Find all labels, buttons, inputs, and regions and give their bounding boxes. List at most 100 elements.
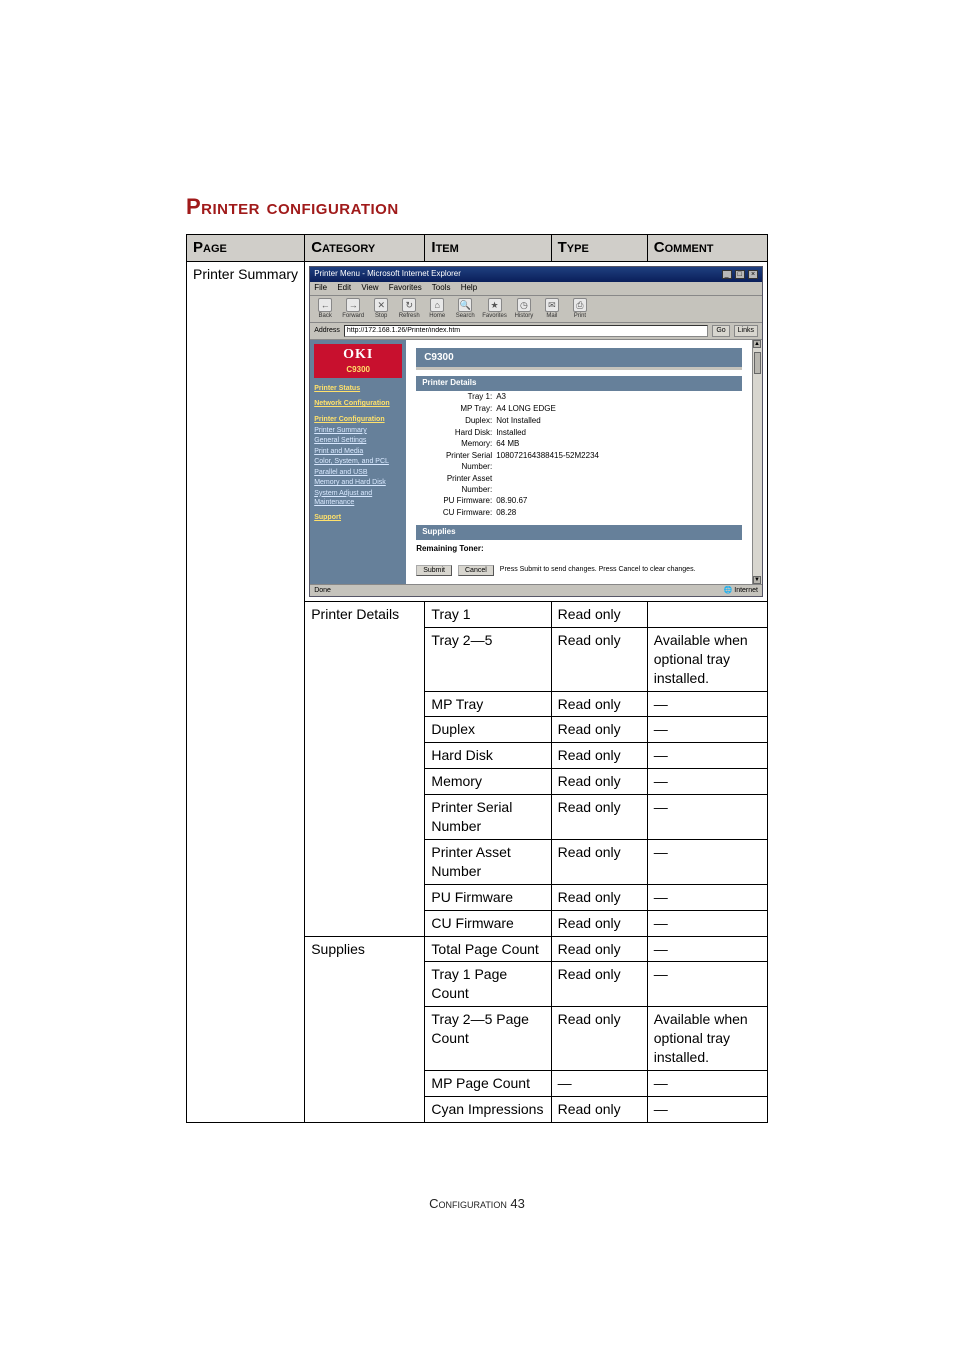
comment-cell: —: [647, 936, 767, 962]
type-cell: Read only: [551, 743, 647, 769]
page-cell: Printer Summary: [187, 262, 305, 1122]
detail-val: 64 MB: [496, 439, 519, 450]
detail-key: CU Firmware:: [416, 508, 496, 519]
type-cell: Read only: [551, 1096, 647, 1122]
side-link[interactable]: Printer Summary: [314, 426, 402, 435]
ie-titlebar: Printer Menu - Microsoft Internet Explor…: [310, 267, 762, 282]
submit-button[interactable]: Submit: [416, 565, 452, 576]
ie-scrollbar[interactable]: ▲ ▼: [752, 340, 762, 584]
ie-window: Printer Menu - Microsoft Internet Explor…: [309, 266, 763, 597]
tb-print[interactable]: ⎙Print: [569, 298, 591, 320]
comment-cell: —: [647, 743, 767, 769]
printer-details-head: Printer Details: [416, 376, 742, 391]
item-cell: MP Page Count: [425, 1070, 551, 1096]
side-head-support[interactable]: Support: [314, 513, 402, 522]
back-icon: ←: [318, 298, 332, 312]
remaining-toner-label: Remaining Toner:: [416, 544, 742, 555]
item-cell: MP Tray: [425, 691, 551, 717]
detail-val: Not Installed: [496, 416, 540, 427]
scroll-thumb[interactable]: [754, 352, 761, 374]
tb-search[interactable]: 🔍Search: [454, 298, 476, 320]
detail-val: 08.28: [496, 508, 516, 519]
comment-cell: Available when optional tray installed.: [647, 627, 767, 691]
scroll-up-icon[interactable]: ▲: [753, 340, 761, 348]
screenshot-cell: Printer Menu - Microsoft Internet Explor…: [305, 262, 768, 602]
menu-favorites[interactable]: Favorites: [389, 283, 422, 292]
item-cell: Printer Serial Number: [425, 795, 551, 840]
detail-val: 08.90.67: [496, 496, 527, 507]
side-link[interactable]: Color, System, and PCL: [314, 457, 402, 466]
ie-addressbar: Address Go Links: [310, 323, 762, 340]
cancel-button[interactable]: Cancel: [458, 565, 494, 576]
side-head-network[interactable]: Network Configuration: [314, 399, 402, 408]
detail-val: A4 LONG EDGE: [496, 404, 556, 415]
menu-edit[interactable]: Edit: [337, 283, 351, 292]
go-button[interactable]: Go: [712, 325, 729, 336]
th-type: Type: [551, 235, 647, 262]
search-icon: 🔍: [458, 298, 472, 312]
comment-cell: —: [647, 769, 767, 795]
tb-back[interactable]: ←Back: [314, 298, 336, 320]
button-row: Submit Cancel Press Submit to send chang…: [416, 565, 742, 576]
type-cell: —: [551, 1070, 647, 1096]
type-cell: Read only: [551, 691, 647, 717]
supplies-head: Supplies: [416, 525, 742, 540]
detail-key: Printer Serial Number:: [416, 451, 496, 473]
side-link[interactable]: Parallel and USB: [314, 468, 402, 477]
table-header-row: Page Category Item Type Comment: [187, 235, 768, 262]
section-heading: Printer configuration: [186, 194, 768, 220]
tb-refresh[interactable]: ↻Refresh: [398, 298, 420, 320]
links-button[interactable]: Links: [734, 325, 758, 336]
address-label: Address: [314, 326, 340, 335]
type-cell: Read only: [551, 936, 647, 962]
th-category: Category: [305, 235, 425, 262]
ie-menubar: File Edit View Favorites Tools Help: [310, 282, 762, 296]
tb-mail[interactable]: ✉Mail: [541, 298, 563, 320]
side-head-printer-config[interactable]: Printer Configuration: [314, 415, 402, 424]
item-cell: PU Firmware: [425, 884, 551, 910]
detail-val: A3: [496, 392, 506, 403]
item-cell: Duplex: [425, 717, 551, 743]
ie-title: Printer Menu - Microsoft Internet Explor…: [314, 269, 461, 280]
tb-home[interactable]: ⌂Home: [426, 298, 448, 320]
print-icon: ⎙: [573, 298, 587, 312]
forward-icon: →: [346, 298, 360, 312]
menu-help[interactable]: Help: [461, 283, 477, 292]
comment-cell: —: [647, 1070, 767, 1096]
window-buttons: _ □ ×: [721, 269, 758, 280]
tb-stop[interactable]: ✕Stop: [370, 298, 392, 320]
item-cell: Tray 2—5 Page Count: [425, 1007, 551, 1071]
comment-cell: —: [647, 962, 767, 1007]
item-cell: Hard Disk: [425, 743, 551, 769]
stop-icon: ✕: [374, 298, 388, 312]
tb-forward[interactable]: →Forward: [342, 298, 364, 320]
close-icon[interactable]: ×: [748, 270, 758, 279]
address-input[interactable]: [344, 325, 708, 337]
side-link[interactable]: Memory and Hard Disk: [314, 478, 402, 487]
item-cell: Tray 1 Page Count: [425, 962, 551, 1007]
type-cell: Read only: [551, 717, 647, 743]
menu-view[interactable]: View: [361, 283, 378, 292]
tb-history[interactable]: ◷History: [513, 298, 535, 320]
menu-file[interactable]: File: [314, 283, 327, 292]
side-head-status[interactable]: Printer Status: [314, 384, 402, 393]
menu-tools[interactable]: Tools: [432, 283, 451, 292]
side-link[interactable]: General Settings: [314, 436, 402, 445]
type-cell: Read only: [551, 1007, 647, 1071]
scroll-down-icon[interactable]: ▼: [753, 576, 761, 584]
comment-cell: —: [647, 884, 767, 910]
side-link[interactable]: System Adjust and Maintenance: [314, 489, 402, 508]
status-right: 🌐 Internet: [724, 586, 758, 595]
detail-key: MP Tray:: [416, 404, 496, 415]
hint-text: Press Submit to send changes. Press Canc…: [500, 565, 696, 574]
type-cell: Read only: [551, 795, 647, 840]
th-page: Page: [187, 235, 305, 262]
side-link[interactable]: Print and Media: [314, 447, 402, 456]
item-cell: Tray 1: [425, 602, 551, 628]
item-cell: Memory: [425, 769, 551, 795]
tb-favorites[interactable]: ★Favorites: [482, 298, 507, 320]
maximize-icon[interactable]: □: [735, 270, 745, 279]
comment-cell: —: [647, 839, 767, 884]
config-table: Page Category Item Type Comment Printer …: [186, 234, 768, 1123]
minimize-icon[interactable]: _: [722, 270, 732, 279]
